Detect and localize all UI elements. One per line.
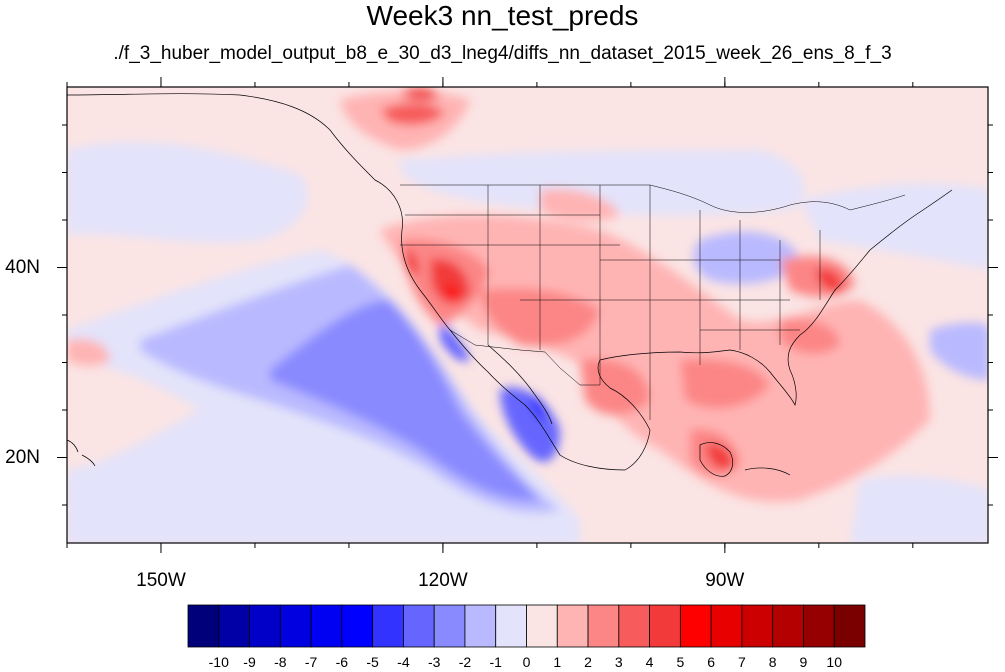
colorbar-box	[495, 604, 527, 648]
anomaly-region	[430, 259, 470, 304]
colorbar-box	[464, 604, 497, 648]
colorbar-label: 10	[826, 654, 842, 670]
colorbar-label: -1	[489, 654, 502, 670]
anomaly-region	[530, 395, 546, 421]
lat-tick-label: 40N	[5, 256, 40, 278]
lat-tick-label: 20N	[5, 446, 40, 468]
colorbar-label: -6	[335, 654, 349, 670]
lon-tick-label: 150W	[136, 570, 186, 591]
us-mexico-border	[449, 329, 600, 386]
colorbar-label: -8	[274, 654, 287, 670]
colorbar-box	[403, 604, 435, 648]
anomaly-region	[67, 141, 308, 243]
colorbar-label: 3	[614, 654, 623, 670]
colorbar-label: 5	[676, 654, 685, 670]
anomaly-region	[780, 318, 840, 355]
cuba-coastline	[699, 442, 734, 477]
colorbar-box	[433, 604, 466, 648]
anomaly-region	[580, 359, 650, 415]
anomaly-region	[440, 320, 470, 362]
anomaly-region	[815, 268, 843, 292]
plot-title: Week3 nn_test_preds	[366, 0, 639, 31]
anomaly-region	[380, 102, 445, 125]
anomaly-region	[930, 322, 988, 380]
anomaly-region	[850, 475, 988, 543]
anomaly-region	[399, 150, 805, 216]
colorbar-box	[341, 604, 374, 648]
colorbar-box	[218, 604, 250, 648]
colorbar-box	[249, 604, 281, 648]
colorbar-box	[310, 604, 343, 648]
colorbar-boxes	[187, 604, 866, 648]
colorbar-box	[618, 604, 650, 648]
colorbar-label: 7	[738, 654, 746, 670]
colorbar-label: -10	[208, 654, 229, 670]
us-canada-border	[400, 184, 906, 213]
anomaly-region	[380, 215, 930, 502]
colorbar-label: 1	[553, 654, 562, 670]
anomaly-region	[705, 443, 733, 470]
colorbar-label: -9	[243, 654, 256, 670]
colorbar-box	[556, 604, 589, 648]
colorbar-label: 2	[584, 654, 592, 670]
colorbar-label: -2	[458, 654, 472, 670]
colorbar-label: 9	[799, 654, 808, 670]
lon-tick-label: 90W	[705, 570, 745, 591]
colorbar-box	[679, 604, 712, 648]
anomaly-region	[67, 338, 110, 366]
colorbar-label: 4	[645, 654, 654, 670]
baja-coastline	[487, 344, 553, 425]
lon-tick-label: 120W	[418, 570, 468, 591]
colorbar-label: -3	[427, 654, 441, 670]
anomaly-region	[693, 231, 800, 284]
colorbar-box	[833, 604, 866, 648]
anomaly-region	[680, 358, 770, 409]
plot-subtitle: ./f_3_huber_model_output_b8_e_30_d3_lneg…	[113, 43, 892, 64]
colorbar-box	[372, 604, 404, 648]
colorbar-box	[187, 604, 220, 648]
axis-ticks	[57, 77, 998, 553]
colorbar-box	[741, 604, 774, 648]
pacific-coastline	[67, 93, 651, 471]
map-field	[67, 87, 988, 543]
colorbar-box	[710, 604, 743, 648]
colorbar-box	[649, 604, 681, 648]
colorbar-box	[279, 604, 312, 648]
caribbean-coastline	[744, 467, 791, 476]
colorbar-box	[587, 604, 620, 648]
colorbar-box	[772, 604, 804, 648]
anomaly-blobs	[67, 88, 988, 543]
political-borders	[400, 184, 906, 420]
anomaly-region	[500, 387, 560, 462]
colorbar-label: 0	[522, 654, 531, 670]
hawaii-coastline	[67, 439, 96, 467]
anomaly-region	[445, 284, 459, 301]
anomaly-region	[270, 300, 540, 501]
colorbar-label: 8	[768, 654, 777, 670]
colorbar-label: -4	[397, 654, 410, 670]
colorbar-box	[803, 604, 835, 648]
anomaly-region	[400, 88, 440, 101]
colorbar-label: -7	[304, 654, 318, 670]
colorbar-label: -5	[366, 654, 379, 670]
colorbar-box	[526, 604, 558, 648]
anomaly-region	[800, 183, 988, 270]
colorbar-label: 6	[707, 654, 716, 670]
state-borders	[400, 185, 821, 420]
